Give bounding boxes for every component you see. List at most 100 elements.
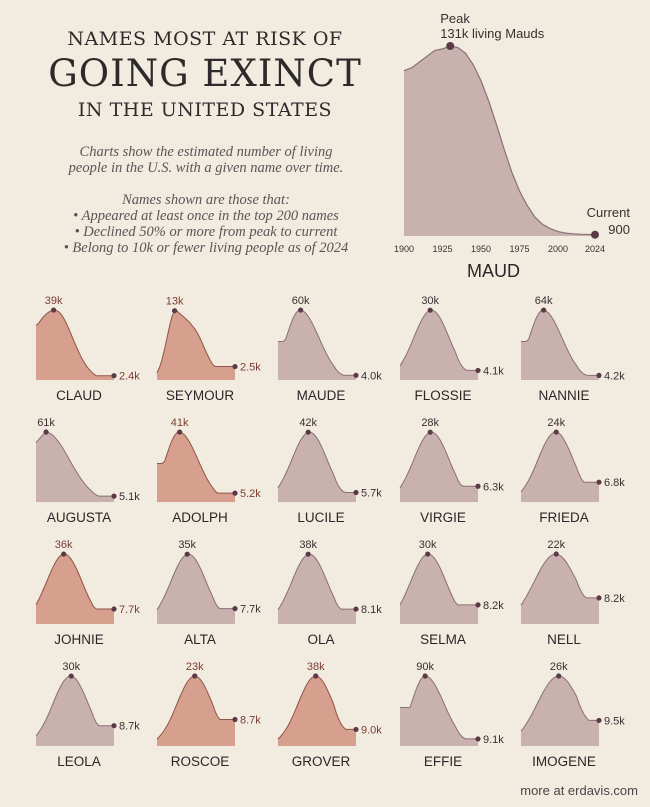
x-tick-label: 2000: [548, 244, 568, 254]
peak-value: 90k: [416, 661, 434, 673]
chart-name: IMOGENE: [532, 754, 596, 769]
area-imogene: [521, 676, 599, 746]
x-tick-label: 2024: [585, 244, 605, 254]
peak-dot: [51, 307, 57, 313]
x-tick-label: 1950: [471, 244, 491, 254]
area-lucile: [278, 432, 356, 502]
peak-value: 38k: [307, 661, 325, 673]
line-ola: [277, 553, 356, 611]
chart-name: EFFIE: [424, 754, 462, 769]
area-adolph: [157, 432, 235, 502]
peak-label: Peak: [440, 11, 470, 26]
area-nell: [521, 554, 599, 624]
chart-name: ADOLPH: [172, 510, 228, 525]
title-block: NAMES MOST AT RISK OF GOING EXINCT IN TH…: [10, 28, 400, 121]
chart-name: LUCILE: [297, 510, 344, 525]
x-tick-label: 1900: [394, 244, 414, 254]
current-dot: [232, 606, 238, 612]
area-flossie: [400, 310, 478, 380]
current-label: Current: [587, 205, 631, 220]
criteria-heading: Names shown are those that:: [122, 192, 290, 208]
peak-dot: [298, 307, 304, 313]
peak-dot: [425, 551, 431, 557]
current-value: 6.3k: [483, 481, 504, 493]
line-augusta: [35, 431, 114, 497]
criteria-item: • Belong to 10k or fewer living people a…: [63, 240, 349, 256]
peak-dot: [422, 673, 428, 679]
peak-dot: [61, 551, 67, 557]
current-dot: [111, 606, 117, 612]
small-chart-johnie: 36k 7.7k JOHNIE: [35, 539, 140, 647]
title-line-3: IN THE UNITED STATES: [77, 99, 333, 121]
chart-name: CLAUD: [56, 388, 102, 403]
peak-value: 42k: [299, 417, 317, 429]
current-value: 9.1k: [483, 734, 504, 746]
small-chart-maude: 60k 4.0k MAUDE: [278, 295, 382, 403]
current-dot: [475, 736, 481, 742]
title-line-2: GOING EXINCT: [48, 52, 362, 95]
area-seymour: [157, 310, 235, 380]
peak-value: 41k: [171, 417, 189, 429]
current-value: 5.2k: [240, 488, 261, 500]
peak-value: 39k: [45, 295, 63, 307]
small-chart-imogene: 26k 9.5k IMOGENE: [520, 661, 625, 769]
small-chart-ola: 38k 8.1k OLA: [277, 539, 382, 647]
line-frieda: [520, 431, 599, 493]
area-ola: [278, 554, 356, 624]
current-value: 8.7k: [119, 721, 140, 733]
current-dot: [353, 606, 359, 612]
peak-value: 61k: [37, 417, 55, 429]
line-selma: [399, 553, 478, 606]
small-chart-selma: 30k 8.2k SELMA: [399, 539, 504, 647]
current-dot: [232, 490, 238, 496]
line-nell: [520, 553, 599, 606]
line-adolph: [157, 431, 235, 494]
peak-dot: [305, 429, 311, 435]
peak-dot: [553, 551, 559, 557]
line-seymour: [156, 310, 235, 374]
chart-name: NANNIE: [538, 388, 589, 403]
peak-value: 36k: [55, 539, 73, 551]
line-virgie: [399, 431, 478, 489]
peak-dot: [553, 429, 559, 435]
peak-dot: [184, 551, 190, 557]
small-chart-alta: 35k 7.7k ALTA: [156, 539, 261, 647]
area-grover: [278, 676, 356, 746]
chart-name: GROVER: [292, 754, 351, 769]
line-lucile: [277, 431, 356, 493]
current-value: 8.1k: [361, 604, 382, 616]
line-maud: [403, 45, 596, 236]
chart-name: JOHNIE: [54, 632, 104, 647]
criteria-item: • Declined 50% or more from peak to curr…: [74, 224, 338, 240]
area-augusta: [36, 432, 114, 502]
description-line: people in the U.S. with a given name ove…: [68, 160, 344, 176]
current-value-label: 900: [608, 222, 630, 237]
current-dot: [111, 373, 117, 379]
area-maud: [404, 46, 595, 236]
current-value: 5.1k: [119, 491, 140, 503]
criteria-item: • Appeared at least once in the top 200 …: [73, 208, 339, 224]
current-dot: [111, 493, 117, 499]
description-line: Charts show the estimated number of livi…: [79, 144, 333, 160]
peak-dot: [556, 673, 562, 679]
current-dot: [232, 363, 238, 370]
current-dot: [475, 483, 481, 489]
current-dot: [596, 595, 602, 601]
area-selma: [400, 554, 478, 624]
description-criteria: Names shown are those that: • Appeared a…: [0, 192, 412, 256]
line-alta: [156, 553, 235, 611]
chart-name: VIRGIE: [420, 510, 466, 525]
current-dot: [596, 372, 602, 379]
credit-link[interactable]: more at erdavis.com: [520, 783, 638, 798]
small-chart-nannie: 64k 4.2k NANNIE: [521, 295, 625, 403]
peak-dot: [68, 673, 74, 679]
peak-value: 35k: [178, 539, 196, 551]
small-chart-roscoe: 23k 8.7k ROSCOE: [156, 661, 261, 769]
small-chart-adolph: 41k 5.2k ADOLPH: [157, 417, 261, 525]
chart-name: AUGUSTA: [47, 510, 111, 525]
current-dot: [353, 372, 359, 378]
current-dot: [475, 367, 481, 374]
current-dot: [353, 726, 359, 733]
current-value: 8.7k: [240, 715, 261, 727]
